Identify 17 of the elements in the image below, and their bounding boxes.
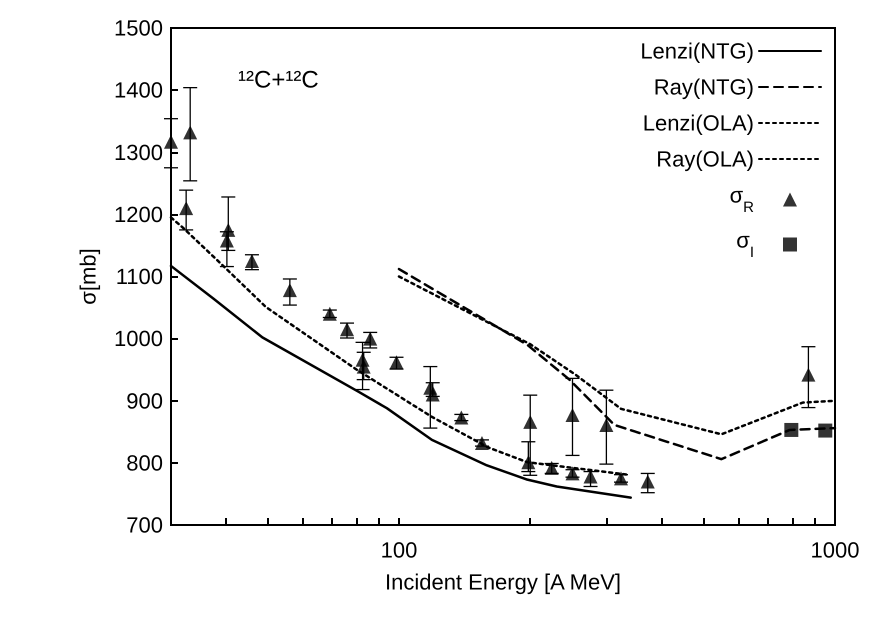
y-tick-label: 1400 [114, 78, 163, 103]
y-tick-label: 900 [126, 388, 163, 414]
y-tick-label: 700 [126, 512, 163, 538]
legend-label: Lenzi(NTG) [640, 38, 754, 64]
legend-label: Ray(OLA) [656, 146, 754, 172]
legend-label: Ray(NTG) [654, 74, 754, 100]
y-tick-label: 1200 [114, 202, 163, 227]
y-axis-title: σ[mb] [76, 248, 100, 305]
y-tick-label: 1300 [114, 140, 163, 165]
x-axis-title: Incident Energy [A MeV] [384, 570, 622, 594]
y-tick-label: 800 [126, 450, 163, 476]
annotation: ¹²C+¹²C [238, 66, 319, 94]
x-tick-label: 100 [380, 538, 418, 562]
y-tick-label: 1100 [116, 264, 163, 289]
legend-label: Lenzi(OLA) [642, 110, 754, 136]
y-tick-label: 1000 [114, 326, 163, 352]
y-tick-label: 1500 [114, 16, 163, 40]
